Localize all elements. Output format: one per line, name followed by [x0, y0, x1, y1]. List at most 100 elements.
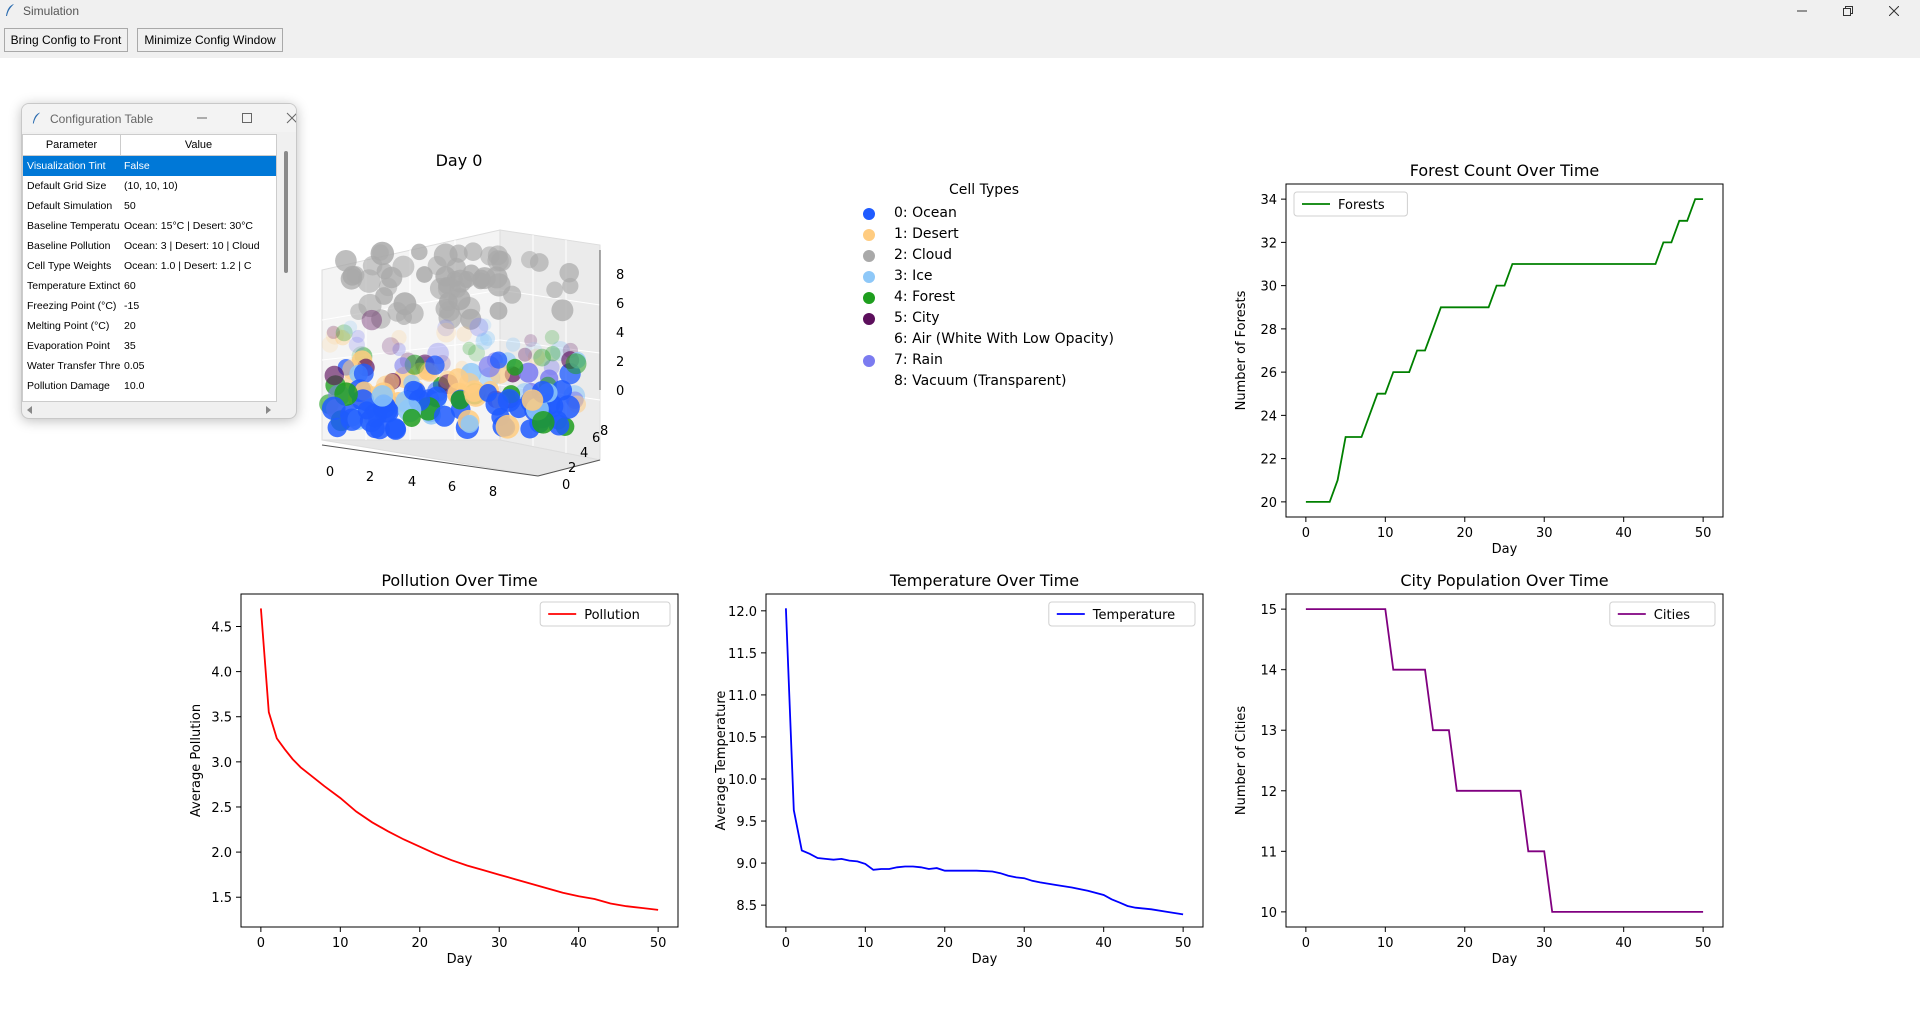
bring-config-to-front-button[interactable]: Bring Config to Front: [4, 28, 128, 52]
voxel-point: [361, 309, 383, 331]
config-vertical-scroll-thumb[interactable]: [284, 151, 288, 273]
legend-item: 8: Vacuum (Transparent): [855, 372, 1155, 392]
z-tick-label: 8: [616, 268, 624, 283]
config-param-cell: Default Grid Size: [27, 180, 107, 192]
voxel-point: [556, 395, 580, 419]
legend-swatch: [863, 229, 875, 241]
voxel-point: [487, 250, 509, 272]
voxel-point: [517, 347, 533, 362]
minimize-icon: [197, 117, 207, 119]
config-row[interactable]: Visualization Tint False: [23, 156, 276, 176]
config-row[interactable]: Baseline Pollution Ocean: 3 | Desert: 10 …: [23, 236, 276, 256]
voxel-point: [416, 266, 433, 283]
x-axis-label: Day: [447, 952, 473, 967]
scroll-right-icon[interactable]: [264, 406, 272, 414]
voxel-point: [433, 405, 455, 427]
config-minimize-button[interactable]: [190, 110, 214, 126]
restore-window-button[interactable]: [1826, 0, 1870, 22]
minimize-config-window-button[interactable]: Minimize Config Window: [137, 28, 283, 52]
value-column-header[interactable]: Value: [184, 139, 213, 151]
voxel-point: [524, 334, 538, 348]
temperature-chart: Temperature Over Time 0 10 20 30 40 50 8.5 9.0 9.…: [714, 571, 1204, 967]
y-tick-label: 0: [562, 478, 570, 493]
config-param-cell: Pollution Damage: [27, 380, 110, 392]
legend-swatch: [863, 334, 875, 346]
y-tick-label: 26: [1260, 366, 1277, 381]
config-row[interactable]: Pollution Damage 10.0: [23, 376, 276, 396]
voxel-point: [475, 333, 493, 350]
config-param-cell: Cell Type Weights: [27, 260, 112, 272]
voxel-point: [544, 345, 561, 362]
config-horizontal-scrollbar[interactable]: [22, 403, 277, 417]
voxel-point: [527, 348, 546, 366]
y-tick-label: 15: [1260, 603, 1277, 618]
legend-swatch: [863, 292, 875, 304]
parameter-column-header[interactable]: Parameter: [23, 135, 121, 155]
config-row[interactable]: Default Simulation 50: [23, 196, 276, 216]
config-row[interactable]: Temperature Extinction 60: [23, 276, 276, 296]
series-line: [1305, 198, 1704, 503]
config-param-cell: Baseline Temperature: [27, 220, 120, 232]
series-line: [260, 608, 659, 911]
config-close-button[interactable]: [280, 110, 296, 126]
x-tick-label: 20: [936, 936, 953, 951]
voxel-point: [351, 329, 365, 343]
config-param-cell: Visualization Tint: [27, 160, 106, 172]
config-window: Configuration Table Parameter Value Visu…: [21, 103, 297, 419]
config-row[interactable]: Cell Type Weights Ocean: 1.0 | Desert: 1.…: [23, 256, 276, 276]
x-tick-label: 10: [332, 936, 349, 951]
config-param-cell: Freezing Point (°C): [27, 300, 117, 312]
config-row[interactable]: Freezing Point (°C) -15: [23, 296, 276, 316]
minimize-window-button[interactable]: [1780, 0, 1824, 22]
config-value-cell: -15: [124, 300, 140, 312]
x-tick-label: 40: [570, 936, 587, 951]
chart-legend: [1609, 601, 1716, 627]
config-row[interactable]: Evaporation Point 35: [23, 336, 276, 356]
config-row[interactable]: Melting Point (°C) 20: [23, 316, 276, 336]
y-axis-label: Average Pollution: [189, 704, 204, 817]
legend-label: 0: Ocean: [894, 205, 957, 221]
x-axis-label: Day: [1492, 542, 1518, 557]
config-value-cell: False: [124, 160, 150, 172]
voxel-point: [546, 281, 563, 299]
x-tick-label: 50: [1695, 936, 1712, 951]
close-window-button[interactable]: [1872, 0, 1916, 22]
window-title: Simulation: [23, 4, 80, 18]
voxel-point: [495, 414, 520, 439]
x-tick-label: 20: [1456, 936, 1473, 951]
voxel-point: [403, 380, 424, 401]
y-tick-label: 12.0: [728, 605, 757, 620]
voxel-point: [343, 320, 358, 334]
scene3d-y-ticks: 0 2 4 6 8: [562, 424, 608, 493]
voxel-point: [529, 253, 549, 272]
voxel-point: [425, 355, 445, 375]
voxel-point: [460, 414, 479, 434]
voxel-point: [437, 319, 455, 337]
config-value-cell: 60: [124, 280, 136, 292]
config-value-cell: 10.0: [124, 380, 145, 392]
voxel-point: [392, 342, 406, 356]
y-tick-label: 3.5: [211, 711, 232, 726]
config-row[interactable]: Baseline Temperature Ocean: 15°C | Desert…: [23, 216, 276, 236]
y-tick-label: 8.5: [736, 899, 757, 914]
voxel-point: [478, 318, 492, 332]
legend-item: 5: City: [855, 309, 1155, 329]
y-tick-label: 1.5: [211, 891, 232, 906]
voxel-point: [489, 351, 508, 369]
y-tick-label: 11.5: [728, 647, 757, 662]
voxel-point: [565, 353, 587, 375]
x-tick-label: 0: [782, 936, 790, 951]
y-tick-label: 4.5: [211, 620, 232, 635]
config-row[interactable]: Default Grid Size (10, 10, 10): [23, 176, 276, 196]
config-window-titlebar[interactable]: Configuration Table: [22, 104, 296, 132]
config-maximize-button[interactable]: [235, 110, 259, 126]
config-row[interactable]: Water Transfer Threshold 0.05: [23, 356, 276, 376]
config-table-header: Parameter Value: [23, 135, 276, 156]
x-tick-label: 30: [491, 936, 508, 951]
legend-label: Pollution: [584, 608, 640, 623]
y-tick-label: 10.0: [728, 773, 757, 788]
scroll-left-icon[interactable]: [26, 406, 34, 414]
voxel-point: [562, 277, 579, 295]
legend-item: 1: Desert: [855, 225, 1155, 245]
voxel-point: [463, 242, 483, 261]
